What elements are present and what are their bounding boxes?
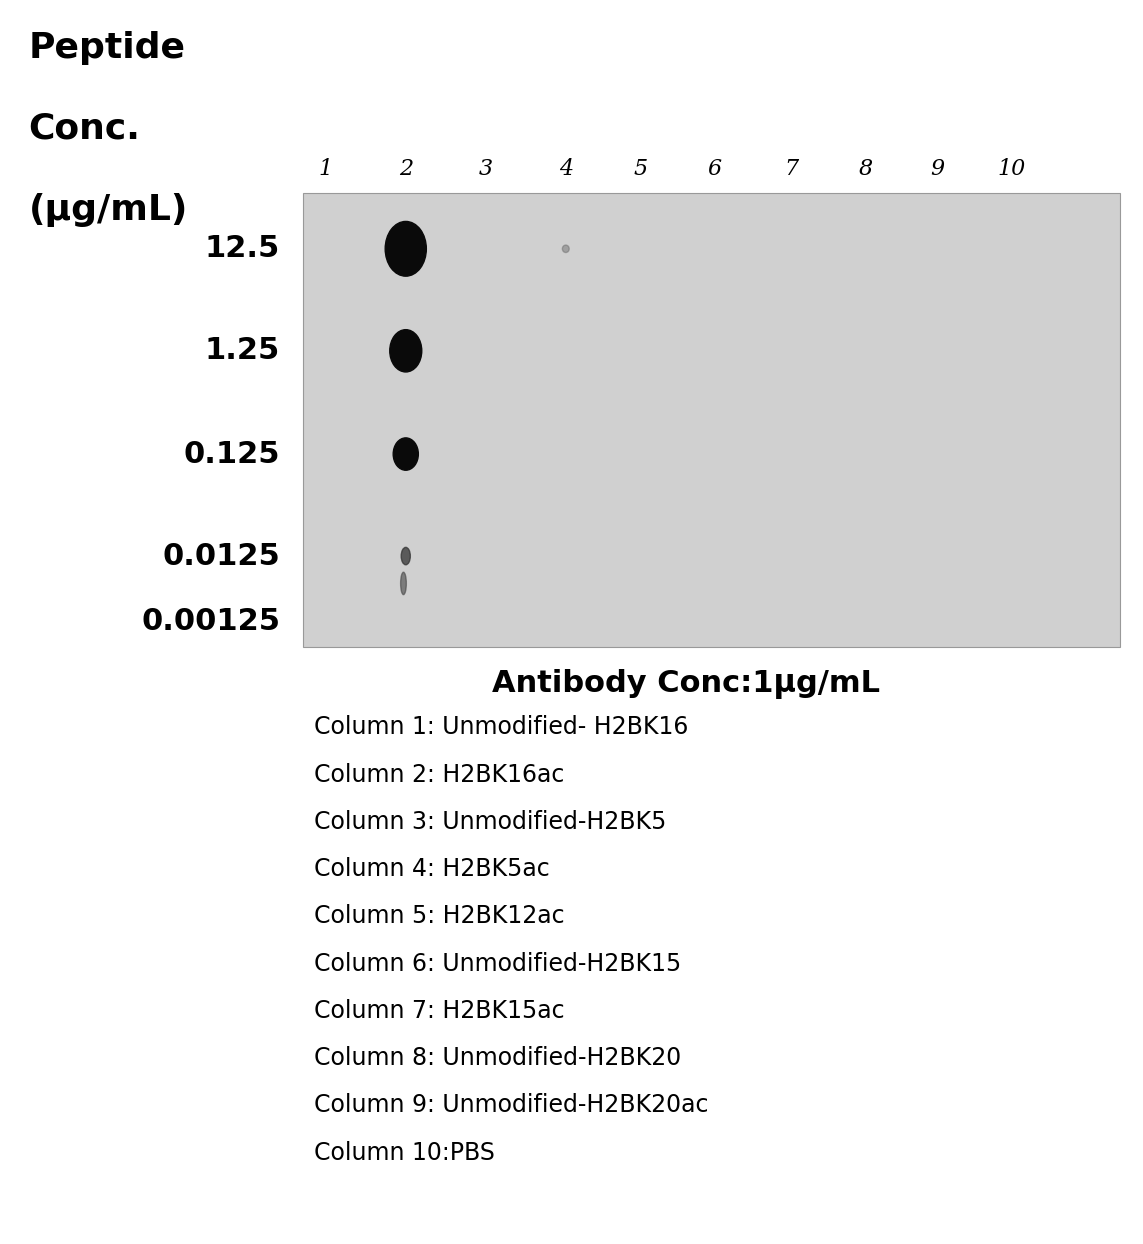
Text: 4: 4: [559, 158, 573, 180]
Text: 1.25: 1.25: [205, 336, 280, 366]
Text: 0.125: 0.125: [184, 439, 280, 469]
Text: 8: 8: [858, 158, 872, 180]
Text: Column 3: Unmodified-H2BK5: Column 3: Unmodified-H2BK5: [314, 810, 666, 833]
Text: 6: 6: [708, 158, 721, 180]
Text: 9: 9: [930, 158, 944, 180]
Ellipse shape: [401, 547, 410, 565]
Ellipse shape: [393, 438, 418, 470]
Text: Column 9: Unmodified-H2BK20ac: Column 9: Unmodified-H2BK20ac: [314, 1093, 709, 1117]
Text: 0.00125: 0.00125: [141, 607, 280, 637]
Text: 7: 7: [784, 158, 798, 180]
Text: 1: 1: [319, 158, 333, 180]
Text: (μg/mL): (μg/mL): [29, 193, 187, 226]
Text: Column 2: H2BK16ac: Column 2: H2BK16ac: [314, 763, 565, 786]
Text: 12.5: 12.5: [205, 234, 280, 264]
Text: Column 5: H2BK12ac: Column 5: H2BK12ac: [314, 904, 565, 928]
Bar: [303, 193, 1120, 647]
Text: Column 1: Unmodified- H2BK16: Column 1: Unmodified- H2BK16: [314, 715, 689, 739]
Ellipse shape: [562, 245, 569, 253]
Text: 3: 3: [479, 158, 493, 180]
Text: 5: 5: [633, 158, 647, 180]
Text: Column 4: H2BK5ac: Column 4: H2BK5ac: [314, 857, 550, 881]
Text: Peptide: Peptide: [29, 31, 185, 65]
Text: Column 8: Unmodified-H2BK20: Column 8: Unmodified-H2BK20: [314, 1046, 681, 1070]
Text: 10: 10: [998, 158, 1025, 180]
Text: Column 6: Unmodified-H2BK15: Column 6: Unmodified-H2BK15: [314, 952, 681, 975]
Ellipse shape: [390, 330, 422, 372]
Ellipse shape: [385, 221, 426, 276]
Text: 2: 2: [399, 158, 413, 180]
Text: Antibody Conc:1μg/mL: Antibody Conc:1μg/mL: [491, 669, 880, 699]
Ellipse shape: [400, 572, 407, 595]
Text: 0.0125: 0.0125: [162, 541, 280, 571]
Text: Conc.: Conc.: [29, 112, 141, 146]
Text: Column 7: H2BK15ac: Column 7: H2BK15ac: [314, 999, 565, 1023]
Text: Column 10:PBS: Column 10:PBS: [314, 1141, 495, 1164]
